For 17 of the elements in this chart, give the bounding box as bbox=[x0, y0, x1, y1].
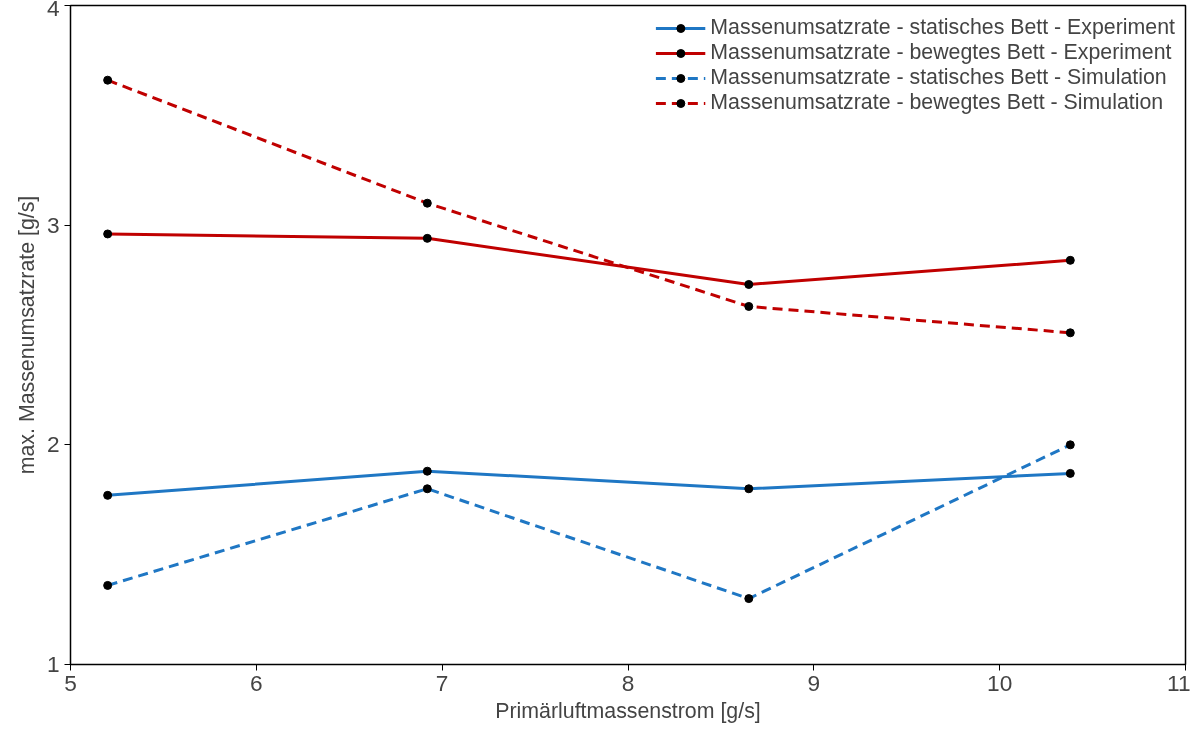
legend-label: Massenumsatzrate - bewegtes Bett - Experiment bbox=[710, 40, 1172, 65]
x-tick-label: 8 bbox=[621, 669, 635, 696]
x-tick-label: 11 bbox=[1166, 669, 1191, 696]
legend-label: Massenumsatzrate - bewegtes Bett - Simulation bbox=[710, 90, 1164, 115]
legend-label: Massenumsatzrate - statisches Bett - Experiment bbox=[710, 15, 1175, 40]
y-tick-label: 1 bbox=[46, 651, 60, 677]
y-tick-label: 3 bbox=[46, 211, 60, 238]
y-tick-label: 4 bbox=[46, 0, 60, 21]
x-tick-label: 9 bbox=[807, 669, 821, 696]
x-axis-title: Primärluftmassenstrom [g/s] bbox=[495, 698, 761, 723]
x-tick-label: 5 bbox=[64, 669, 77, 696]
y-axis-title: max. Massenumsatzrate [g/s] bbox=[14, 195, 39, 475]
legend-label: Massenumsatzrate - statisches Bett - Simulation bbox=[710, 65, 1167, 90]
y-tick-label: 2 bbox=[46, 431, 60, 458]
x-tick-label: 7 bbox=[435, 669, 449, 696]
x-tick-label: 10 bbox=[987, 669, 1013, 696]
x-tick-label: 6 bbox=[250, 669, 263, 696]
